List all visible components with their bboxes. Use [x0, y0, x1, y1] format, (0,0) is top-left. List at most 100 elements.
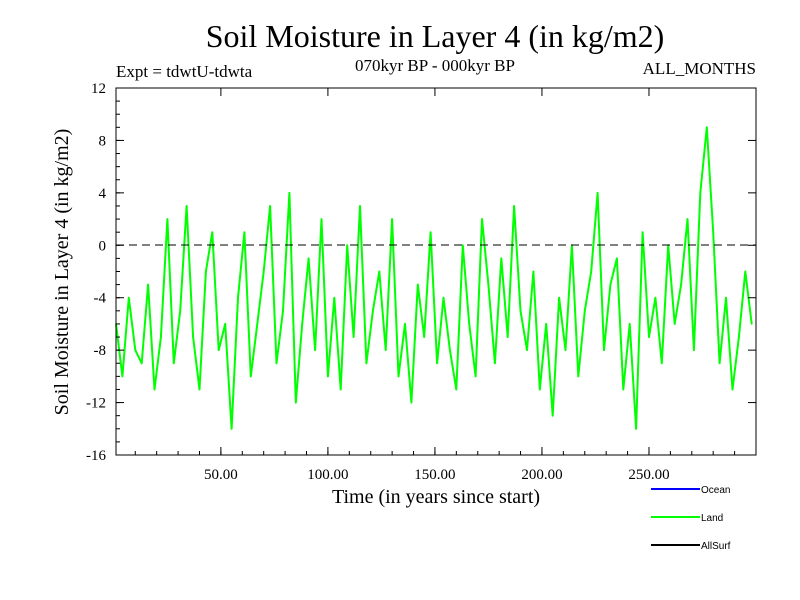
data-point	[147, 283, 149, 286]
data-point	[718, 362, 721, 365]
data-point	[526, 349, 528, 351]
data-point	[609, 283, 612, 286]
months-label: ALL_MONTHS	[643, 59, 756, 78]
data-point	[583, 310, 586, 312]
data-point	[545, 323, 548, 325]
data-point	[237, 296, 239, 299]
data-point	[461, 244, 464, 247]
data-point	[481, 218, 483, 220]
data-point	[352, 336, 355, 338]
data-point	[558, 296, 560, 299]
data-point	[635, 427, 637, 430]
x-axis-label: Time (in years since start)	[332, 486, 540, 508]
data-point	[314, 349, 316, 351]
y-tick-label: 0	[99, 238, 107, 254]
data-point	[442, 296, 445, 299]
data-point	[134, 349, 137, 351]
data-point	[513, 205, 515, 207]
data-point	[577, 375, 580, 378]
x-tick-label: 50.00	[204, 467, 238, 483]
y-tick-label: -16	[86, 448, 106, 464]
data-point	[211, 231, 214, 233]
data-point	[359, 205, 361, 207]
data-point	[410, 401, 413, 404]
data-point	[712, 231, 714, 233]
data-point	[294, 401, 297, 404]
y-tick-label: -8	[94, 343, 107, 359]
data-point	[391, 218, 393, 220]
data-point	[725, 296, 727, 299]
data-point	[654, 296, 657, 299]
data-point	[468, 323, 470, 325]
series-line-land	[115, 126, 753, 430]
data-point	[500, 257, 503, 260]
data-point	[738, 336, 740, 338]
data-point	[397, 375, 400, 378]
data-point	[185, 205, 188, 207]
data-point	[551, 414, 554, 417]
legend-label-land: Land	[701, 513, 723, 524]
data-point	[590, 270, 592, 273]
data-point	[250, 375, 252, 378]
data-point	[288, 192, 291, 194]
data-point	[648, 336, 650, 338]
data-point	[179, 310, 182, 312]
data-point	[532, 270, 535, 273]
plot-frame	[115, 87, 757, 456]
data-point	[269, 205, 271, 207]
data-point	[596, 192, 599, 194]
data-point	[172, 362, 175, 365]
data-point	[256, 323, 259, 325]
y-axis: 12 8 4 0 -4 -8 -12 -16	[86, 81, 756, 464]
data-point	[378, 270, 381, 273]
x-axis: 50.00 100.00 150.00 200.00 250.00	[134, 88, 736, 483]
data-point	[262, 270, 265, 273]
data-point	[327, 375, 329, 378]
data-point	[307, 257, 310, 260]
x-tick-label: 200.00	[521, 467, 562, 483]
data-point	[372, 310, 374, 312]
data-point	[166, 218, 169, 220]
data-point	[320, 218, 323, 220]
data-point	[429, 231, 432, 233]
data-point	[519, 310, 522, 312]
data-point	[616, 257, 618, 260]
data-point	[686, 218, 689, 220]
data-point	[750, 323, 753, 325]
data-point	[275, 362, 278, 365]
data-point	[661, 362, 663, 365]
data-point	[243, 231, 246, 233]
y-tick-label: 8	[99, 133, 107, 149]
data-point	[474, 375, 477, 378]
data-point	[205, 270, 207, 273]
data-point	[282, 310, 284, 312]
data-point	[699, 192, 702, 194]
data-point	[198, 388, 201, 391]
data-point	[339, 388, 342, 391]
data-point	[705, 126, 708, 129]
data-point	[333, 296, 336, 299]
y-tick-label: 4	[99, 186, 107, 202]
data-point	[487, 283, 490, 286]
data-point	[404, 323, 406, 325]
chart-title: Soil Moisture in Layer 4 (in kg/m2)	[206, 18, 665, 54]
data-point	[417, 283, 419, 286]
legend: Ocean Land AllSurf	[651, 485, 731, 552]
y-tick-label: 12	[91, 81, 106, 97]
data-point	[384, 349, 387, 351]
data-point	[622, 388, 625, 391]
data-point	[693, 349, 695, 351]
y-tick-label: -4	[94, 291, 107, 307]
data-point	[192, 336, 194, 338]
data-point	[744, 270, 747, 273]
legend-label-allsurf: AllSurf	[701, 541, 731, 552]
y-axis-label: Soil Moisture in Layer 4 (in kg/m2)	[51, 129, 73, 416]
data-point	[731, 388, 734, 391]
data-point	[603, 349, 605, 351]
data-point	[217, 349, 220, 351]
data-point	[455, 388, 458, 391]
data-point	[423, 336, 426, 338]
data-point	[160, 336, 162, 338]
data-point	[224, 323, 226, 325]
